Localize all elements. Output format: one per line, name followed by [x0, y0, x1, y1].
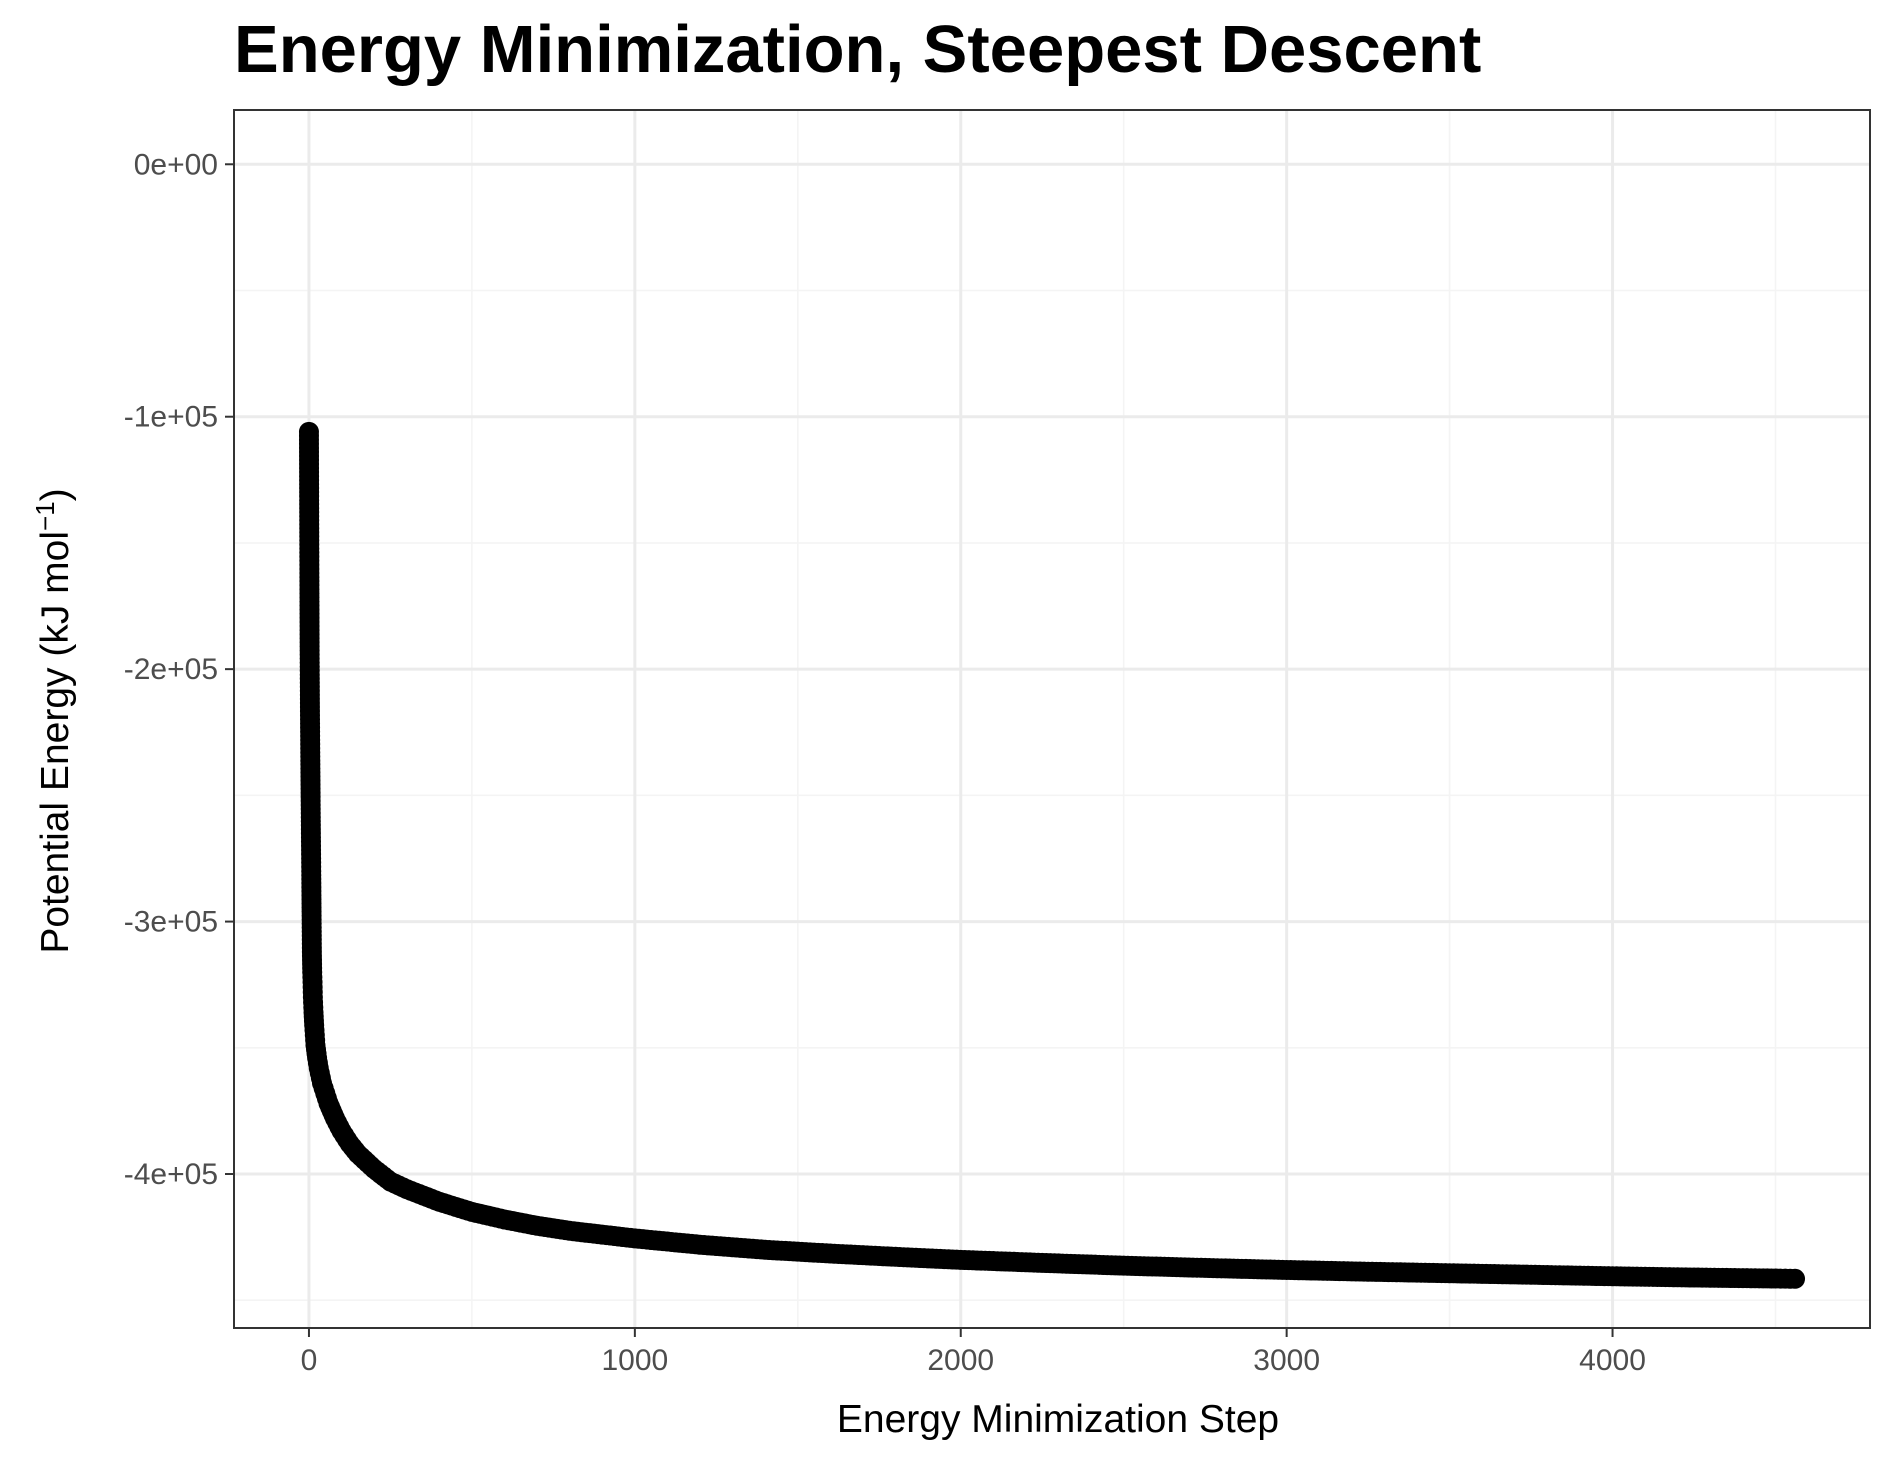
y-axis-title: Potential Energy (kJ mol−1) [30, 488, 77, 953]
plot-panel-background [234, 110, 1870, 1328]
x-tick-label: 1000 [601, 1344, 668, 1377]
x-axis-title: Energy Minimization Step [837, 1398, 1279, 1441]
y-tick-label: -1e+05 [124, 401, 218, 434]
y-axis-title-superscript: −1 [30, 501, 60, 531]
y-axis-title-text: Potential Energy (kJ mol [34, 531, 77, 954]
y-tick-label: 0e+00 [134, 148, 218, 181]
y-axis: 0e+00 -1e+05 -2e+05 -3e+05 -4e+05 [124, 148, 234, 1191]
panel-frame [233, 109, 1871, 1329]
x-tick-label: 0 [301, 1344, 318, 1377]
chart-title: Energy Minimization, Steepest Descent [234, 12, 1481, 87]
data-point [1780, 1268, 1801, 1289]
data-series [298, 421, 1806, 1289]
x-tick-label: 4000 [1579, 1344, 1646, 1377]
y-tick-label: -2e+05 [124, 653, 218, 686]
x-tick-label: 2000 [927, 1344, 994, 1377]
x-tick-label: 3000 [1253, 1344, 1320, 1377]
plot-panel [234, 110, 1870, 1328]
x-axis: 0 1000 2000 3000 4000 [301, 1328, 1646, 1377]
gridlines [234, 110, 1870, 1328]
y-tick-label: -3e+05 [124, 906, 218, 939]
y-axis-title-suffix: ) [34, 488, 77, 501]
panel-border [233, 109, 1871, 1329]
series-points-dense [298, 425, 1801, 1289]
y-tick-label: -4e+05 [124, 1158, 218, 1191]
